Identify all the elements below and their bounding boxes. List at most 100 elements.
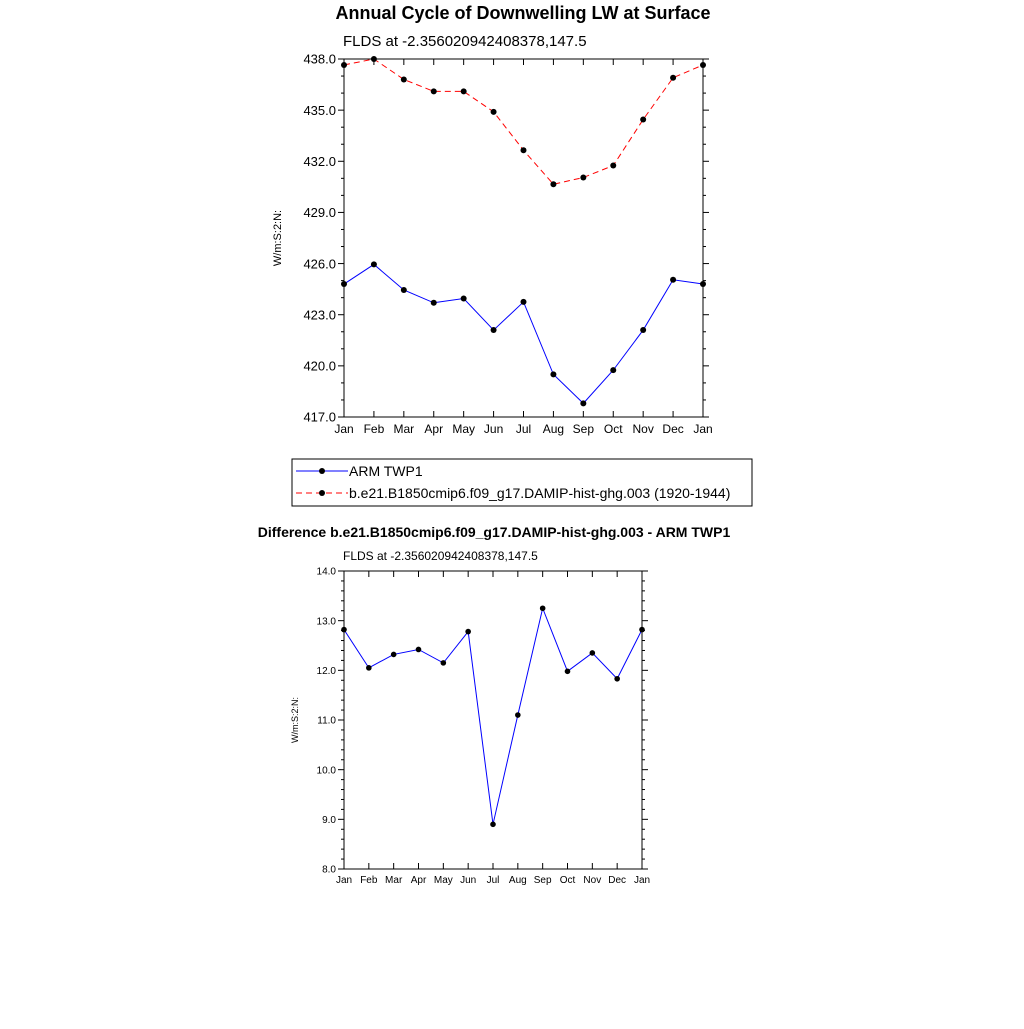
data-point [670,276,677,283]
difference-chart: Difference b.e21.B1850cmip6.f09_g17.DAMI… [258,524,731,886]
x-tick-label: Sep [573,422,595,436]
legend: ARM TWP1 b.e21.B1850cmip6.f09_g17.DAMIP-… [291,458,753,507]
y-tick-label: 10.0 [317,765,337,776]
y-tick-label: 12.0 [317,666,337,677]
x-tick-label: Feb [360,875,378,886]
legend-label-arm: ARM TWP1 [349,463,423,479]
data-point [520,147,527,154]
data-point [610,367,617,374]
data-point [366,665,372,671]
data-point [440,660,447,666]
x-tick-label: Jan [336,875,352,886]
legend-marker-model [319,490,325,496]
x-tick-labels: Jan Feb Mar Apr May Jun Jul Aug Sep Oct Nov Dec Jan [334,422,712,436]
data-point [614,675,620,682]
x-tick-label: Jul [516,422,531,436]
y-tick-label: 13.0 [317,616,337,627]
legend-label-model: b.e21.B1850cmip6.f09_g17.DAMIP-hist-ghg.… [349,485,730,501]
series-line-1 [343,58,704,185]
data-point [400,76,407,83]
series-line-0 [343,606,643,825]
y-tick-labels: 417.0 420.0 423.0 426.0 429.0 432.0 435.0 438.0 [303,52,336,425]
series-line-0 [343,263,704,405]
data-point [550,181,557,188]
x-tick-label: Jan [693,422,712,436]
x-tick-label: Aug [543,422,564,436]
y-tick-label: 11.0 [317,716,336,727]
x-tick-label: May [452,422,475,436]
y-axis-label: W/m:S:2:N: [272,210,284,266]
x-tick-label: Jan [634,875,650,886]
data-point [415,646,422,653]
data-point [670,74,677,81]
data-point [490,821,496,828]
data-point [550,371,557,378]
legend-box [291,458,753,507]
y-tick-label: 423.0 [303,307,336,322]
chart-title: Difference b.e21.B1850cmip6.f09_g17.DAMI… [258,524,731,540]
x-tick-label: Jan [334,422,353,436]
data-point [589,650,596,656]
y-tick-labels: 8.0 9.0 10.0 11.0 12.0 13.0 14.0 [317,567,337,876]
legend-marker-arm [319,468,325,474]
data-point [370,261,377,268]
x-tick-label: Aug [509,875,527,886]
data-point [465,628,471,635]
data-point [430,299,437,306]
x-tick-label: Nov [632,422,653,436]
x-tick-label: May [434,875,453,886]
x-tick-label: Jun [484,422,503,436]
y-tick-label: 438.0 [303,52,336,67]
annual-cycle-chart: Annual Cycle of Downwelling LW at Surfac… [272,3,753,507]
y-tick-label: 417.0 [303,410,336,425]
data-point [515,712,521,718]
x-tick-label: Mar [385,875,403,886]
x-tick-label: Apr [424,422,443,436]
x-tick-label: Mar [393,422,414,436]
data-point [640,327,647,334]
data-point [400,286,407,293]
data-point [610,162,617,169]
y-tick-label: 435.0 [303,103,336,118]
data-point [539,605,546,612]
y-tick-label: 426.0 [303,256,336,271]
x-tick-label: Dec [608,875,626,886]
data-series [341,56,706,407]
chart-title: Annual Cycle of Downwelling LW at Surfac… [335,3,710,23]
chart-subtitle: FLDS at -2.356020942408378,147.5 [343,549,538,563]
data-point [490,108,497,115]
x-tick-label: Jun [460,875,476,886]
data-point [390,651,397,658]
data-point [430,88,437,95]
data-point [460,295,467,302]
data-point [460,88,467,95]
y-tick-label: 9.0 [322,815,336,826]
x-tick-label: Dec [662,422,683,436]
y-tick-label: 14.0 [317,567,337,578]
data-point [640,116,647,123]
y-tick-label: 432.0 [303,154,336,169]
x-tick-label: Jul [487,875,500,886]
plot-frame [343,58,704,418]
y-tick-label: 8.0 [322,865,336,876]
y-tick-label: 429.0 [303,205,336,220]
data-point [580,174,587,181]
data-series [341,605,645,828]
x-tick-label: Apr [411,875,427,886]
x-tick-labels: Jan Feb Mar Apr May Jun Jul Aug Sep Oct Nov Dec Jan [336,875,650,886]
x-tick-label: Feb [364,422,385,436]
data-point [490,327,497,334]
y-axis-label: W/m:S:2:N: [290,697,300,743]
x-tick-label: Oct [604,422,623,436]
chart-subtitle: FLDS at -2.356020942408378,147.5 [343,33,587,50]
y-tick-label: 420.0 [303,359,336,374]
axis-ticks [338,58,709,418]
data-point [580,400,587,407]
x-tick-label: Oct [560,875,576,886]
data-point [564,668,571,675]
x-tick-label: Nov [583,875,601,886]
x-tick-label: Sep [534,875,552,886]
plot-frame [343,570,643,870]
